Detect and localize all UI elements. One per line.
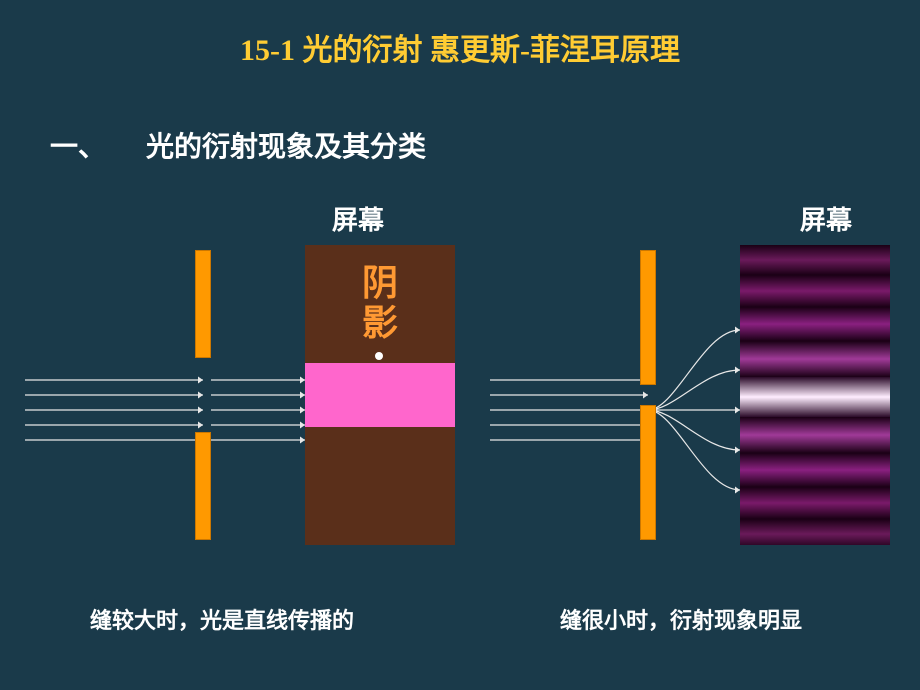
section-num: 一、 xyxy=(50,132,106,163)
dot-marker xyxy=(375,352,383,360)
rays-left-svg xyxy=(25,250,305,540)
caption-left: 缝较大时，光是直线传播的 xyxy=(90,603,354,635)
caption-right: 缝很小时，衍射现象明显 xyxy=(560,603,802,635)
shadow-bottom xyxy=(305,427,455,545)
diagrams-area: 屏幕 屏幕 阴影 xyxy=(0,200,920,560)
fringe-band xyxy=(740,307,890,341)
slit-left-gap xyxy=(195,358,211,432)
section-text: 光的衍射现象及其分类 xyxy=(146,132,426,163)
slit-right xyxy=(640,250,656,540)
fringe-band xyxy=(740,417,890,453)
fringe-band xyxy=(740,341,890,377)
fringe-band xyxy=(740,245,890,275)
slit-right-bottom xyxy=(640,405,656,540)
slit-right-top xyxy=(640,250,656,385)
slit-left xyxy=(195,250,211,540)
screen-label-right: 屏幕 xyxy=(800,200,852,237)
section-heading: 一、 光的衍射现象及其分类 xyxy=(50,125,426,165)
slit-right-gap xyxy=(640,385,656,405)
slit-left-bottom xyxy=(195,432,211,540)
screen-left: 阴影 xyxy=(305,245,455,545)
fringe-band xyxy=(740,519,890,545)
slit-left-top xyxy=(195,250,211,358)
shadow-top: 阴影 xyxy=(305,245,455,363)
fringe-band xyxy=(740,487,890,519)
fringe-band xyxy=(740,453,890,487)
page-title: 15-1 光的衍射 惠更斯-菲涅耳原理 xyxy=(0,25,920,69)
fringe-band xyxy=(740,377,890,417)
bright-block xyxy=(305,363,455,427)
screen-right xyxy=(740,245,890,545)
shadow-text: 阴影 xyxy=(362,264,398,343)
rays-right-svg xyxy=(490,250,740,540)
screen-label-left: 屏幕 xyxy=(332,200,384,237)
fringe-band xyxy=(740,275,890,307)
